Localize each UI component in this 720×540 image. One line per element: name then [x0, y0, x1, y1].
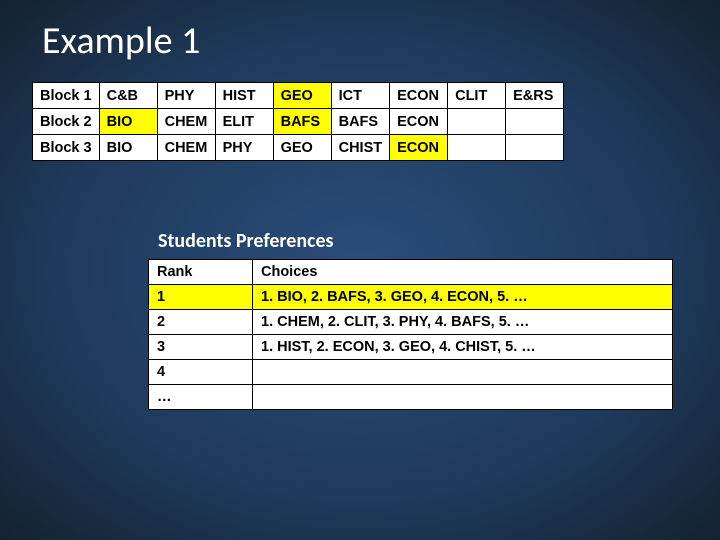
block-cell: BIO [99, 109, 157, 135]
table-row: 11. BIO, 2. BAFS, 3. GEO, 4. ECON, 5. … [149, 285, 673, 310]
choices-cell: 1. CHEM, 2. CLIT, 3. PHY, 4. BAFS, 5. … [253, 310, 673, 335]
table-row: … [149, 385, 673, 410]
block-cell: BAFS [331, 109, 390, 135]
rank-cell: … [149, 385, 253, 410]
rank-cell: 2 [149, 310, 253, 335]
blocks-table: Block 1C&BPHYHISTGEOICTECONCLITE&RSBlock… [32, 82, 564, 161]
block-cell: ECON [390, 109, 448, 135]
choices-header: Choices [253, 260, 673, 285]
block-cell: ECON [390, 135, 448, 161]
block-label: Block 1 [33, 83, 100, 109]
table-row: 31. HIST, 2. ECON, 3. GEO, 4. CHIST, 5. … [149, 335, 673, 360]
table-row: Block 2BIOCHEMELITBAFSBAFSECON [33, 109, 564, 135]
block-cell: ECON [390, 83, 448, 109]
block-cell: HIST [215, 83, 273, 109]
block-cell: GEO [273, 135, 331, 161]
block-cell: ELIT [215, 109, 273, 135]
block-cell: ICT [331, 83, 390, 109]
table-row: RankChoices [149, 260, 673, 285]
slide-title: Example 1 [0, 0, 720, 82]
block-cell: CHIST [331, 135, 390, 161]
blocks-tbody: Block 1C&BPHYHISTGEOICTECONCLITE&RSBlock… [33, 83, 564, 161]
rank-cell: 1 [149, 285, 253, 310]
table-row: 4 [149, 360, 673, 385]
table-row: Block 3BIOCHEMPHYGEOCHISTECON [33, 135, 564, 161]
block-cell [448, 135, 506, 161]
preferences-subtitle: Students Preferences [158, 229, 720, 253]
choices-cell [253, 385, 673, 410]
block-cell: E&RS [506, 83, 564, 109]
block-cell: BAFS [273, 109, 331, 135]
block-cell: GEO [273, 83, 331, 109]
block-cell: CHEM [157, 135, 215, 161]
block-cell [448, 109, 506, 135]
choices-cell: 1. BIO, 2. BAFS, 3. GEO, 4. ECON, 5. … [253, 285, 673, 310]
rank-cell: 3 [149, 335, 253, 360]
table-row: 21. CHEM, 2. CLIT, 3. PHY, 4. BAFS, 5. … [149, 310, 673, 335]
block-cell: PHY [215, 135, 273, 161]
block-cell [506, 135, 564, 161]
block-cell: CLIT [448, 83, 506, 109]
preferences-table: RankChoices11. BIO, 2. BAFS, 3. GEO, 4. … [148, 259, 673, 410]
block-cell: CHEM [157, 109, 215, 135]
block-label: Block 3 [33, 135, 100, 161]
choices-cell [253, 360, 673, 385]
prefs-tbody: RankChoices11. BIO, 2. BAFS, 3. GEO, 4. … [149, 260, 673, 410]
block-cell: C&B [99, 83, 157, 109]
table-row: Block 1C&BPHYHISTGEOICTECONCLITE&RS [33, 83, 564, 109]
choices-cell: 1. HIST, 2. ECON, 3. GEO, 4. CHIST, 5. … [253, 335, 673, 360]
rank-header: Rank [149, 260, 253, 285]
block-cell: PHY [157, 83, 215, 109]
rank-cell: 4 [149, 360, 253, 385]
block-label: Block 2 [33, 109, 100, 135]
block-cell [506, 109, 564, 135]
block-cell: BIO [99, 135, 157, 161]
